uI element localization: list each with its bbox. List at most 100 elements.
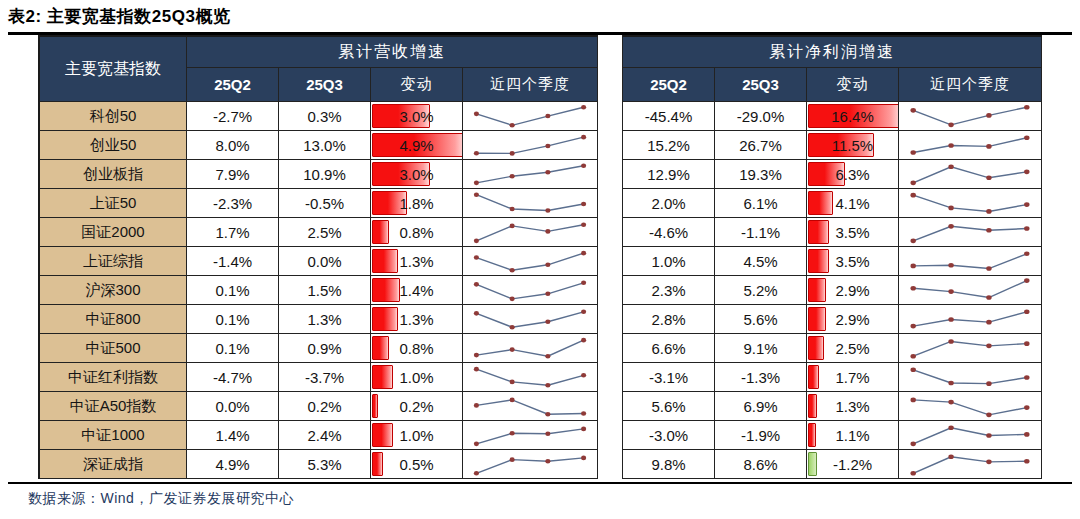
sparkline (899, 102, 1041, 130)
profit-25q2-cell: 15.2% (623, 131, 715, 160)
col-header-profit-25q3: 25Q3 (715, 68, 807, 102)
profit-25q3-cell: 6.9% (715, 392, 807, 421)
group-header-profit: 累计净利润增速 (623, 35, 1042, 68)
profit-25q3-cell: 5.6% (715, 305, 807, 334)
profit-25q3-cell: -1.3% (715, 363, 807, 392)
profit-trend-cell (899, 450, 1042, 479)
corner-header: 主要宽基指数 (40, 35, 187, 102)
revenue-25q2-cell: 0.1% (187, 334, 279, 363)
revenue-change-cell: 3.0% (371, 102, 463, 131)
index-name-cell: 创业50 (40, 131, 187, 160)
change-bar (808, 423, 816, 447)
sparkline (899, 160, 1041, 188)
change-value: 3.0% (399, 108, 433, 125)
change-value: 4.9% (399, 137, 433, 154)
revenue-25q3-cell: -0.5% (279, 189, 371, 218)
index-name-cell: 中证800 (40, 305, 187, 334)
profit-25q2-cell: 1.0% (623, 247, 715, 276)
revenue-trend-cell (463, 131, 598, 160)
index-name-cell: 上证50 (40, 189, 187, 218)
revenue-trend-cell (463, 334, 598, 363)
profit-25q3-cell: 9.1% (715, 334, 807, 363)
profit-trend-cell (899, 392, 1042, 421)
revenue-trend-cell (463, 450, 598, 479)
col-header-profit-25q2: 25Q2 (623, 68, 715, 102)
profit-25q3-cell: -1.1% (715, 218, 807, 247)
change-value: 16.4% (831, 108, 874, 125)
sparkline (899, 392, 1041, 420)
sparkline (463, 334, 597, 362)
revenue-change-cell: 1.3% (371, 305, 463, 334)
change-bar (808, 336, 824, 360)
change-bar (372, 394, 378, 418)
sparkline (463, 247, 597, 275)
sparkline (899, 247, 1041, 275)
profit-change-cell: 6.3% (807, 160, 899, 189)
revenue-trend-cell (463, 160, 598, 189)
revenue-trend-cell (463, 102, 598, 131)
profit-change-cell: 16.4% (807, 102, 899, 131)
profit-25q2-cell: -3.0% (623, 421, 715, 450)
revenue-change-cell: 3.0% (371, 160, 463, 189)
change-bar (372, 249, 398, 273)
revenue-change-cell: 1.4% (371, 276, 463, 305)
profit-trend-cell (899, 189, 1042, 218)
revenue-25q2-cell: 8.0% (187, 131, 279, 160)
index-name-cell: 科创50 (40, 102, 187, 131)
profit-25q3-cell: 5.2% (715, 276, 807, 305)
index-name-cell: 中证红利指数 (40, 363, 187, 392)
change-bar (808, 191, 833, 215)
index-name-cell: 创业板指 (40, 160, 187, 189)
profit-change-cell: 2.9% (807, 276, 899, 305)
change-bar (808, 278, 826, 302)
profit-trend-cell (899, 160, 1042, 189)
change-bar (372, 220, 389, 244)
index-name-cell: 国证2000 (40, 218, 187, 247)
change-bar (808, 394, 817, 418)
sparkline (463, 189, 597, 217)
change-bar (372, 336, 389, 360)
col-header-rev-25q3: 25Q3 (279, 68, 371, 102)
profit-trend-cell (899, 102, 1042, 131)
revenue-25q3-cell: 13.0% (279, 131, 371, 160)
profit-change-cell: 3.5% (807, 218, 899, 247)
profit-trend-cell (899, 276, 1042, 305)
sparkline (463, 276, 597, 304)
change-value: 0.2% (399, 398, 433, 415)
profit-25q2-cell: -3.1% (623, 363, 715, 392)
revenue-trend-cell (463, 363, 598, 392)
change-value: 2.9% (835, 282, 869, 299)
profit-trend-cell (899, 334, 1042, 363)
revenue-25q2-cell: -4.7% (187, 363, 279, 392)
sparkline (899, 276, 1041, 304)
change-value: 4.1% (835, 195, 869, 212)
revenue-trend-cell (463, 421, 598, 450)
revenue-25q2-cell: 7.9% (187, 160, 279, 189)
profit-change-cell: 11.5% (807, 131, 899, 160)
change-bar (808, 452, 817, 476)
profit-25q2-cell: 9.8% (623, 450, 715, 479)
revenue-25q3-cell: 2.5% (279, 218, 371, 247)
change-bar (372, 307, 398, 331)
index-name-cell: 上证综指 (40, 247, 187, 276)
profit-change-cell: 3.5% (807, 247, 899, 276)
change-value: 1.7% (835, 369, 869, 386)
profit-change-cell: -1.2% (807, 450, 899, 479)
sparkline (899, 305, 1041, 333)
profit-25q2-cell: 12.9% (623, 160, 715, 189)
profit-trend-cell (899, 363, 1042, 392)
sparkline (463, 363, 597, 391)
change-value: 1.3% (835, 398, 869, 415)
change-value: 2.5% (835, 340, 869, 357)
profit-change-cell: 2.5% (807, 334, 899, 363)
change-value: 1.3% (399, 253, 433, 270)
revenue-25q3-cell: -3.7% (279, 363, 371, 392)
revenue-25q2-cell: 1.7% (187, 218, 279, 247)
revenue-25q2-cell: 0.1% (187, 276, 279, 305)
change-value: 3.5% (835, 224, 869, 241)
revenue-25q3-cell: 5.3% (279, 450, 371, 479)
change-bar (372, 423, 393, 447)
revenue-25q2-cell: 0.1% (187, 305, 279, 334)
profit-25q3-cell: 19.3% (715, 160, 807, 189)
index-name-cell: 深证成指 (40, 450, 187, 479)
